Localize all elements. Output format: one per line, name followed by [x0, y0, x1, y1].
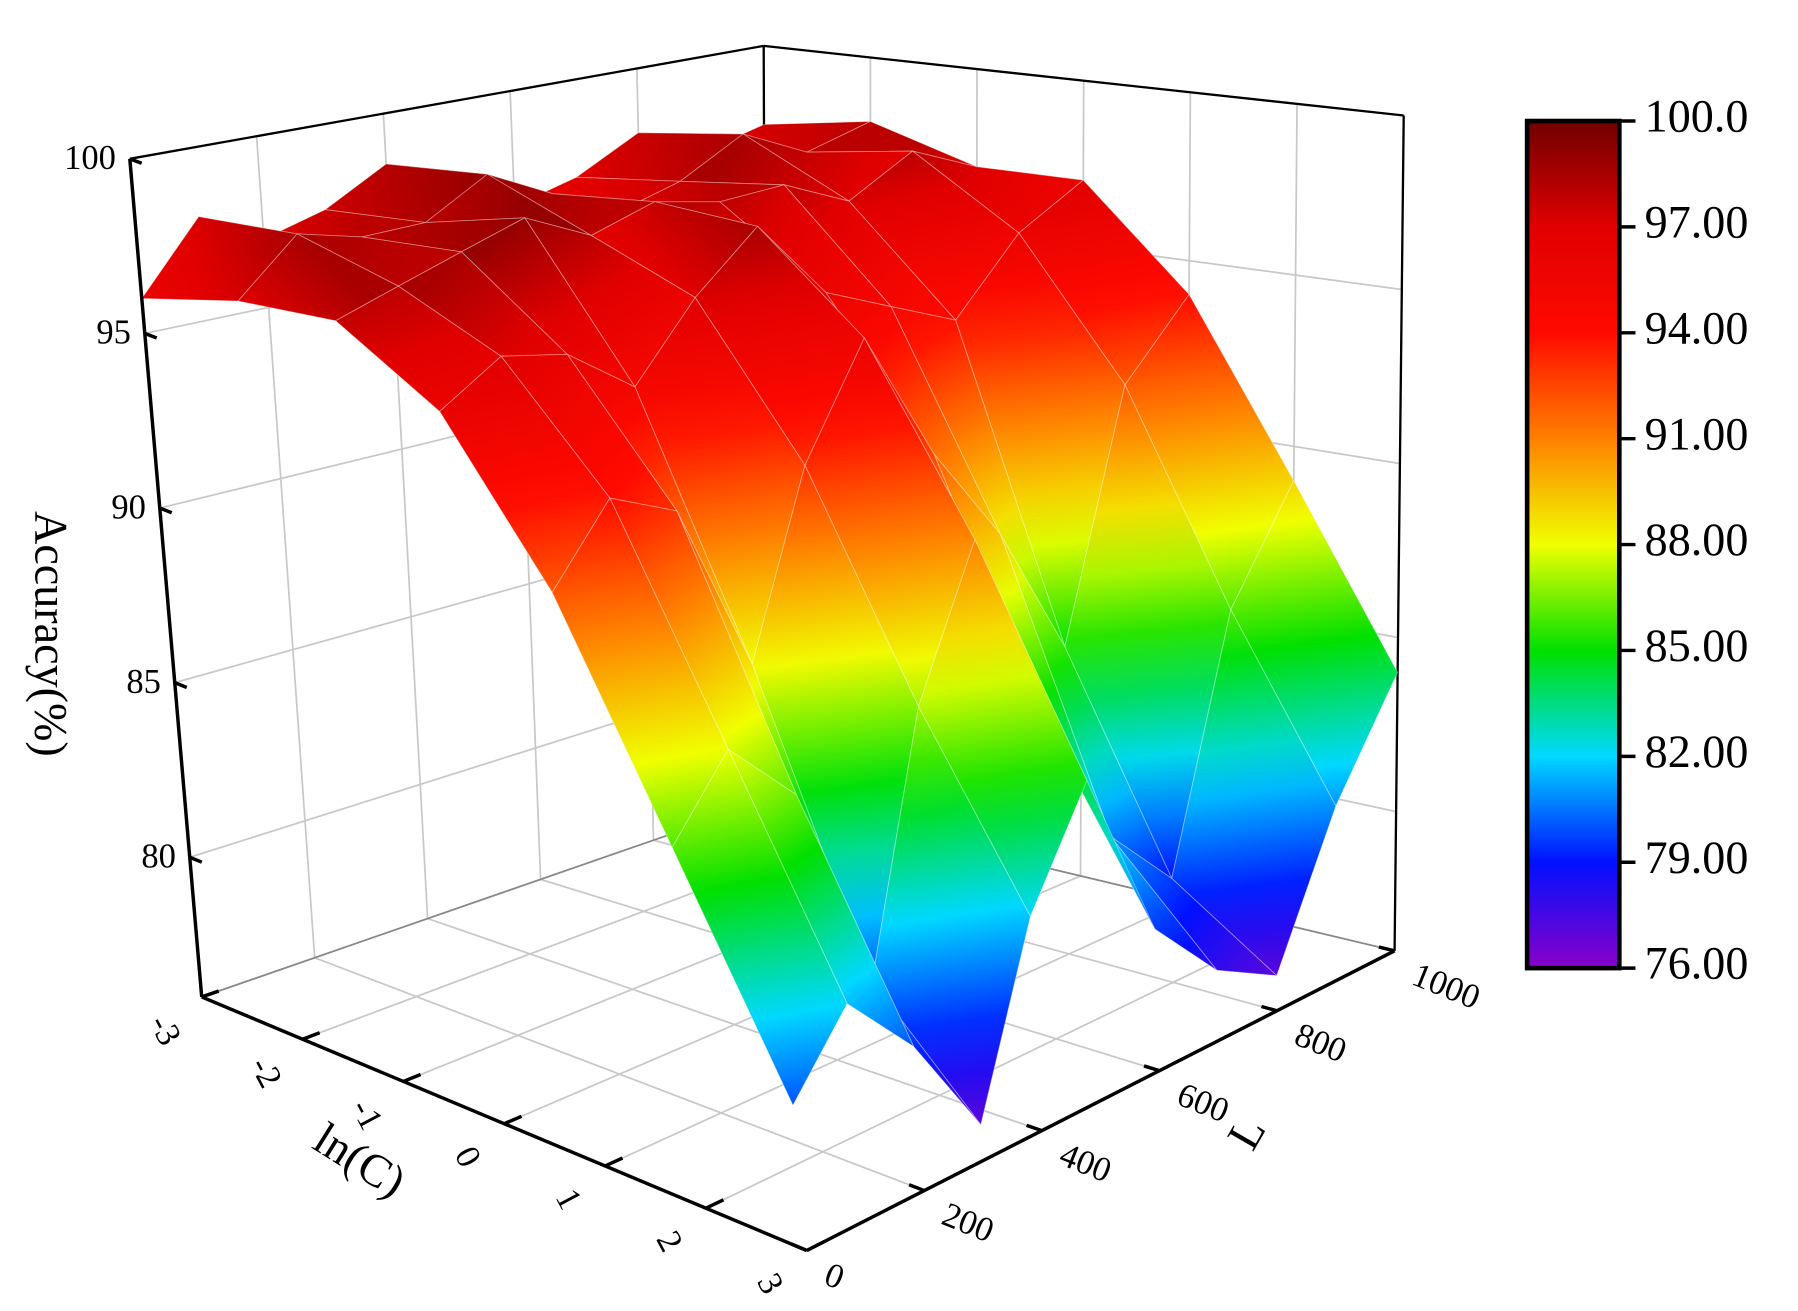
grid-line — [314, 956, 925, 1192]
surface-patch — [1171, 608, 1337, 977]
y-tick-label: 400 — [1054, 1136, 1116, 1191]
colorbar — [1524, 118, 1622, 971]
colorbar-tick-label: 88.00 — [1645, 514, 1749, 565]
z-tick — [189, 855, 203, 864]
surface-patch — [671, 748, 848, 1107]
y-tick — [1378, 945, 1395, 953]
x-tick — [402, 1072, 422, 1084]
z-tick — [174, 681, 188, 690]
y-tick-label: 1000 — [1407, 956, 1485, 1017]
x-tick-label: 3 — [749, 1267, 791, 1300]
colorbar-tick-label: 82.00 — [1645, 726, 1749, 777]
x-tick — [806, 1239, 826, 1253]
z-tick — [159, 506, 173, 515]
y-tick-label: 200 — [937, 1195, 999, 1250]
z-tick-label: 100 — [64, 139, 116, 177]
y-tick — [908, 1183, 925, 1193]
colorbar-tick-label: 76.00 — [1645, 938, 1749, 989]
z-tick-label: 95 — [96, 314, 131, 352]
x-tick-label: -2 — [243, 1051, 290, 1094]
surface-patch — [1110, 836, 1278, 977]
axis-line — [1393, 115, 1405, 951]
axis-line — [128, 158, 204, 998]
x-tick — [301, 1031, 321, 1041]
x-tick-label: 1 — [548, 1183, 590, 1216]
colorbar-tick-label: 100.0 — [1645, 91, 1749, 142]
x-tick — [705, 1198, 725, 1210]
grid-line — [705, 925, 1291, 1210]
x-tick-label: -3 — [142, 1008, 189, 1051]
axis-line — [806, 949, 1396, 1253]
axis-line — [763, 44, 1404, 117]
x-tick-label: 2 — [649, 1225, 691, 1258]
x-tick — [503, 1114, 523, 1126]
z-tick-label: 90 — [111, 488, 146, 526]
axis-line — [201, 995, 808, 1253]
y-tick — [1260, 1004, 1278, 1013]
z-tick — [144, 331, 158, 340]
colorbar-tick-label: 79.00 — [1645, 832, 1749, 883]
y-tick — [791, 1242, 808, 1253]
x-tick — [604, 1156, 624, 1168]
colorbar-tick-label: 91.00 — [1645, 408, 1749, 459]
z-tick — [129, 157, 143, 165]
colorbar-tick-label: 97.00 — [1645, 196, 1749, 247]
x-tick-label: 0 — [447, 1140, 489, 1173]
y-tick-label: 800 — [1289, 1016, 1351, 1071]
z-axis-title: Accuracy(%) — [26, 511, 77, 757]
x-tick — [201, 989, 220, 999]
surface-patch — [917, 538, 1088, 918]
colorbar-tick-label: 94.00 — [1645, 302, 1749, 353]
y-tick-label: 0 — [819, 1255, 849, 1297]
y-tick — [1025, 1123, 1043, 1133]
colorbar-tick-label: 85.00 — [1645, 620, 1749, 671]
z-tick-label: 80 — [141, 837, 176, 875]
y-tick — [1143, 1064, 1160, 1073]
z-tick-label: 85 — [126, 663, 161, 701]
grid-line — [427, 917, 1043, 1132]
axis-line — [129, 44, 764, 160]
